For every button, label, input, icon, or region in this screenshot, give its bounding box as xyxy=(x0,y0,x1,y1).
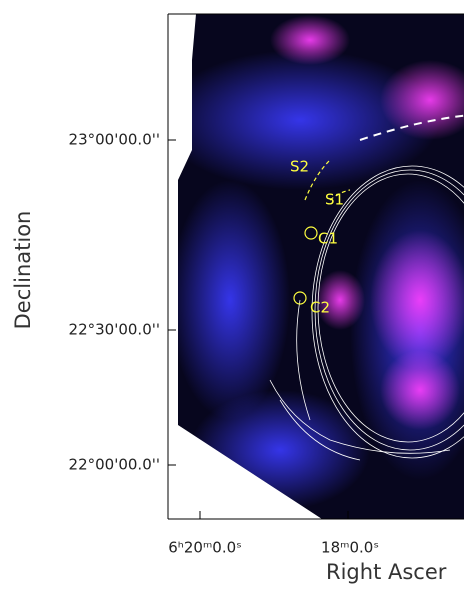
annotation: S1 xyxy=(325,191,344,209)
y-tick-label: 22°30'00.0'' xyxy=(69,321,160,339)
y-tick-label: 22°00'00.0'' xyxy=(69,456,160,474)
frame xyxy=(167,13,464,520)
x-axis-label: Right Ascer xyxy=(326,560,447,584)
y-axis-label: Declination xyxy=(11,211,35,330)
x-tick-label: 18ᵐ0.0ˢ xyxy=(321,539,379,557)
annotation: C1 xyxy=(318,230,338,248)
x-tick-label: 6ʰ20ᵐ0.0ˢ xyxy=(168,539,242,557)
y-tick-label: 23°00'00.0'' xyxy=(69,131,160,149)
annotation: C2 xyxy=(310,299,330,317)
sky-image xyxy=(178,14,464,519)
annotation: S2 xyxy=(290,158,309,176)
